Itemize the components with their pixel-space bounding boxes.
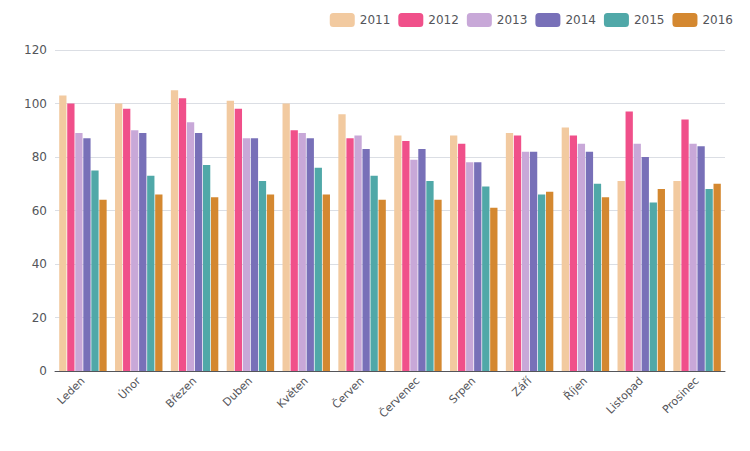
svg-text:Říjen: Říjen (561, 374, 590, 403)
svg-text:Červen: Červen (330, 374, 367, 411)
svg-text:2011: 2011 (360, 13, 391, 27)
svg-text:100: 100 (24, 97, 47, 111)
svg-text:0: 0 (39, 364, 47, 378)
svg-text:60: 60 (32, 204, 47, 218)
svg-text:80: 80 (32, 150, 47, 164)
svg-text:40: 40 (32, 257, 47, 271)
svg-text:Leden: Leden (55, 374, 88, 407)
svg-text:120: 120 (24, 43, 47, 57)
svg-text:Červenec: Červenec (377, 374, 423, 420)
svg-text:Březen: Březen (163, 374, 199, 410)
svg-text:Únor: Únor (116, 374, 144, 402)
svg-text:20: 20 (32, 311, 47, 325)
svg-text:Prosinec: Prosinec (660, 374, 702, 416)
svg-text:Srpen: Srpen (446, 374, 478, 406)
svg-text:2014: 2014 (565, 13, 596, 27)
svg-text:Září: Září (510, 374, 535, 399)
svg-text:2013: 2013 (497, 13, 528, 27)
svg-text:2016: 2016 (702, 13, 733, 27)
svg-text:Listopad: Listopad (604, 374, 646, 416)
svg-text:2012: 2012 (428, 13, 459, 27)
svg-text:Květen: Květen (274, 374, 310, 410)
svg-text:2015: 2015 (634, 13, 665, 27)
svg-text:Duben: Duben (220, 374, 255, 409)
